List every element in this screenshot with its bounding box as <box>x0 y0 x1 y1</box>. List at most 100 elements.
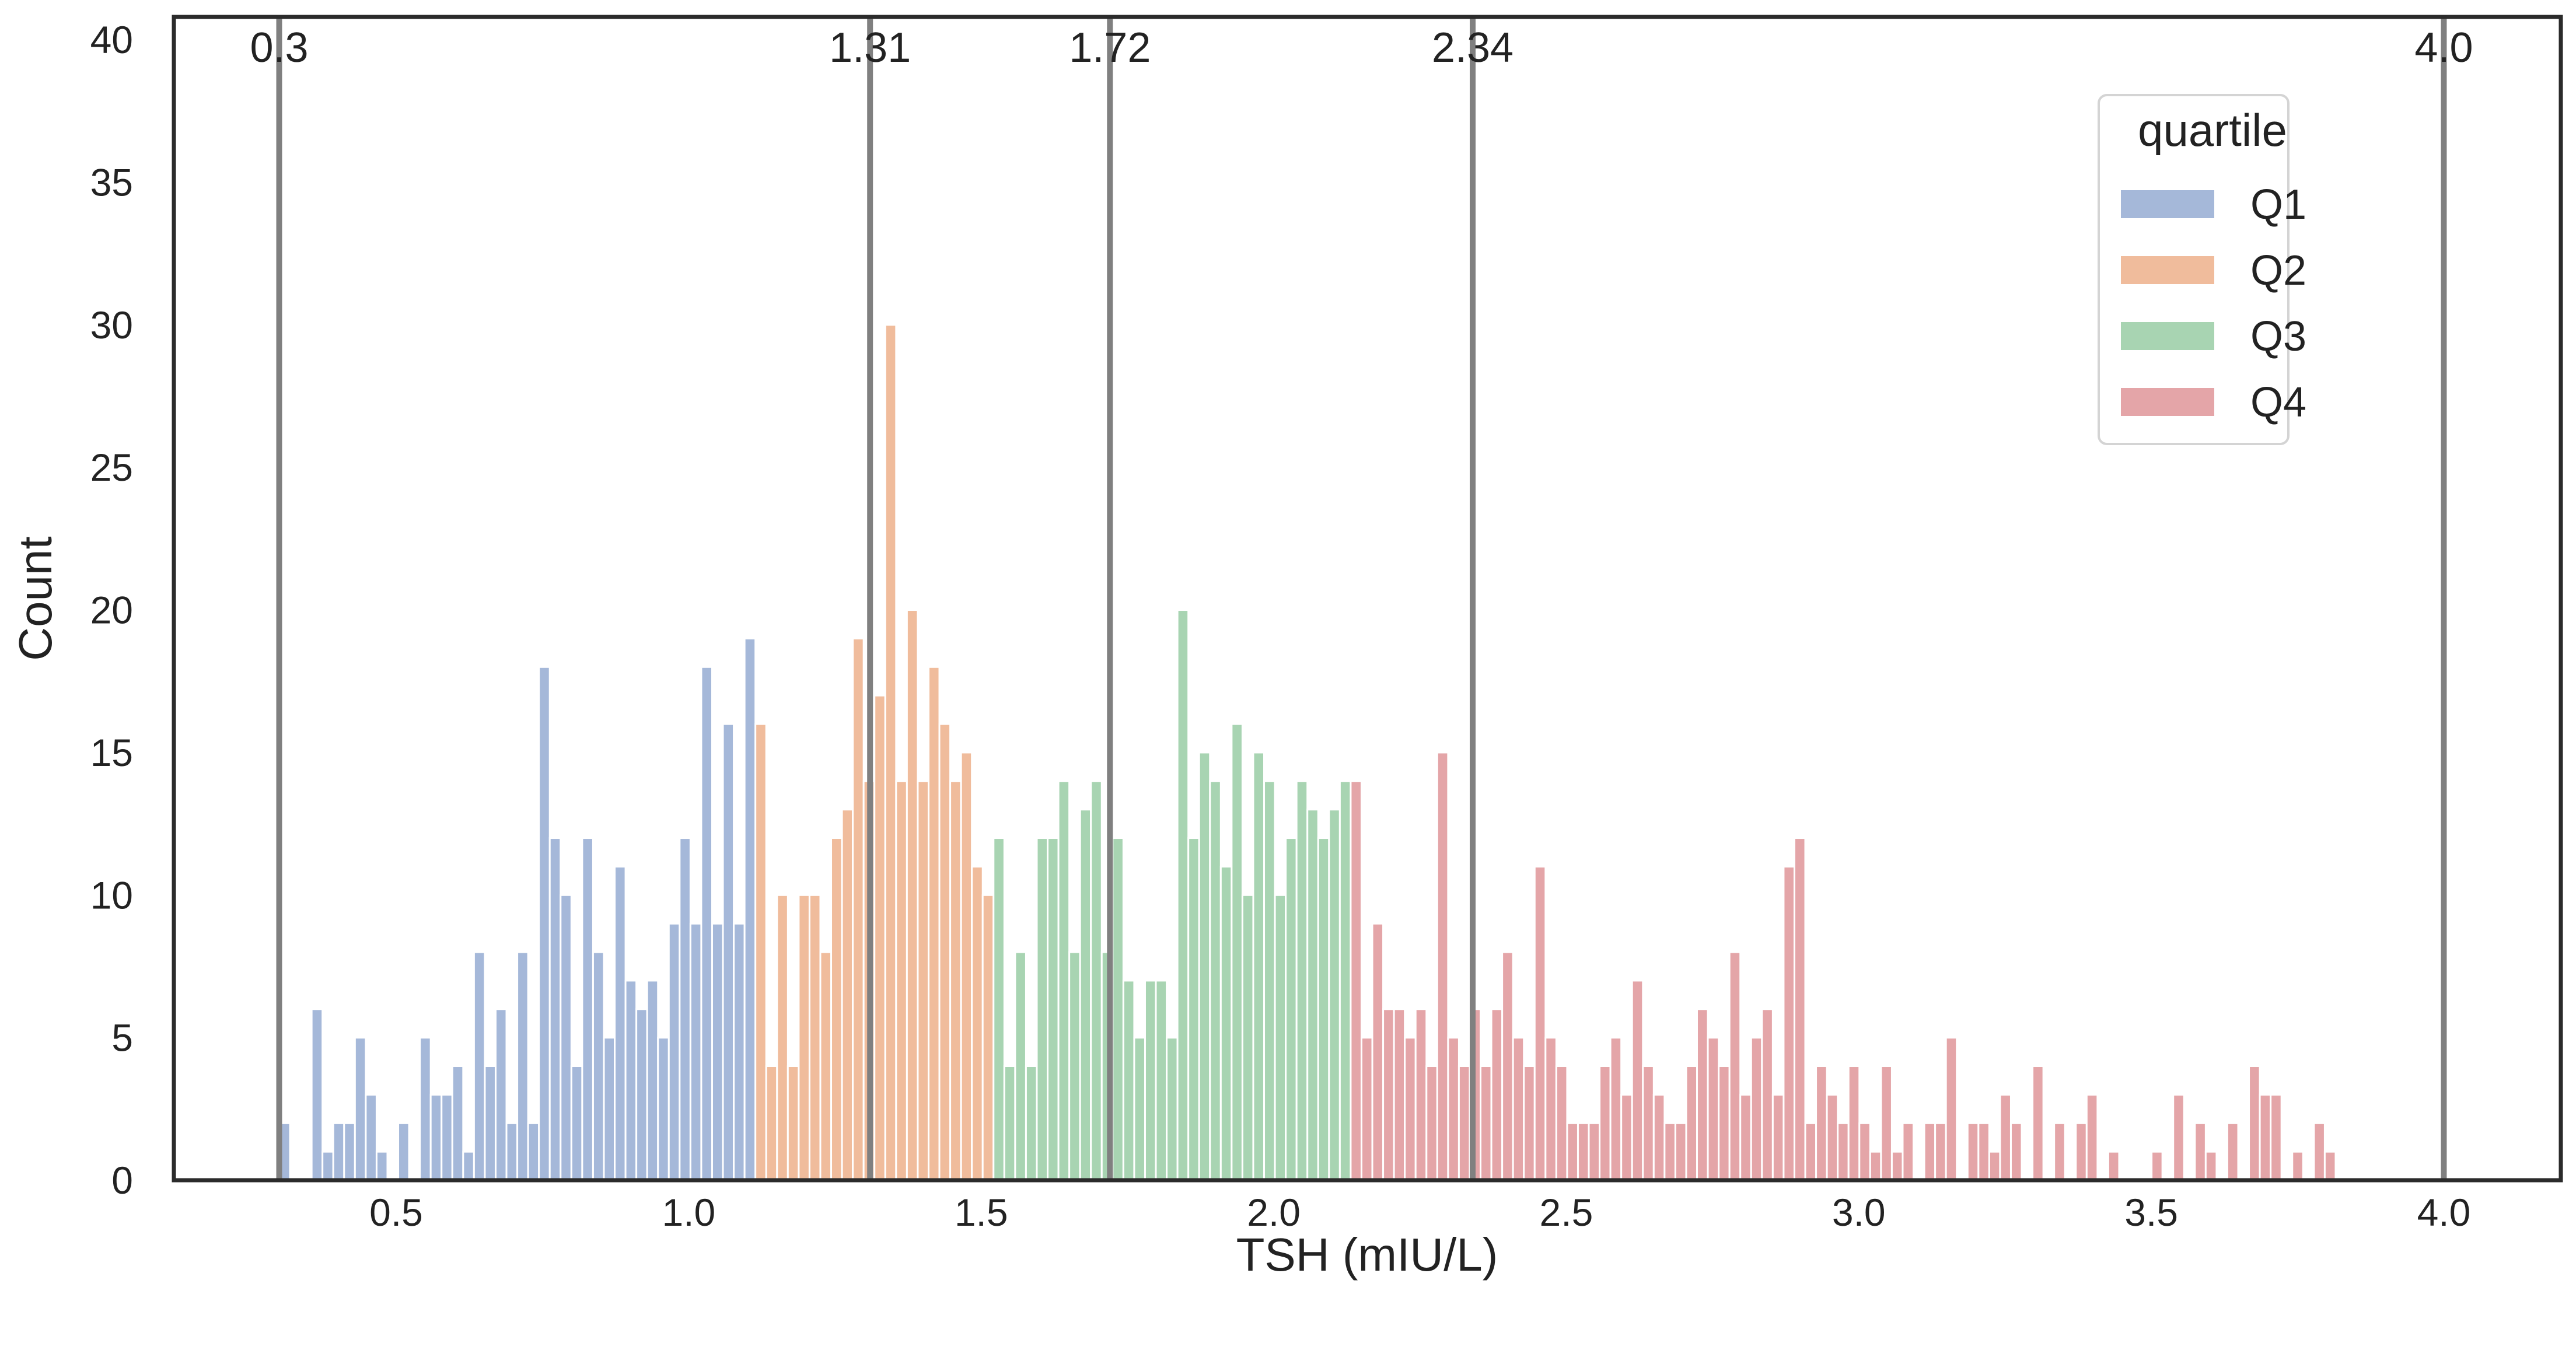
histogram-bar-q1-41 <box>722 723 735 1181</box>
legend-swatch-q2 <box>2121 256 2214 284</box>
histogram-bar-q2-9 <box>852 637 865 1181</box>
histogram-bar-q1-31 <box>614 865 627 1181</box>
histogram-bar-q4-14 <box>1501 951 1514 1181</box>
histogram-bar-q4-59 <box>1988 1150 2001 1181</box>
histogram-bar-q2-8 <box>841 809 854 1181</box>
histogram-bar-q4-68 <box>2085 1093 2099 1181</box>
y-tick-label: 30 <box>90 303 133 347</box>
histogram-bar-q1-25 <box>548 837 562 1181</box>
histogram-bar-q1-24 <box>538 666 551 1181</box>
histogram-bar-q4-2 <box>1371 922 1385 1181</box>
histogram-bar-q4-57 <box>1966 1122 1980 1181</box>
y-tick-label: 20 <box>90 589 133 632</box>
histogram-bar-q4-55 <box>1945 1037 1958 1181</box>
x-tick-label: 3.5 <box>2124 1191 2178 1234</box>
vertical-lines-layer: 0.3 1.31 1.72 2.34 4.0 <box>250 17 2473 1180</box>
histogram-bar-q1-27 <box>570 1065 583 1181</box>
histogram-bar-q3-19 <box>1198 751 1211 1181</box>
histogram-bar-q4-53 <box>1923 1122 1937 1181</box>
histogram-bar-q1-42 <box>733 922 746 1181</box>
histogram-bar-q4-35 <box>1728 951 1742 1181</box>
legend-label-q4: Q4 <box>2250 379 2306 426</box>
histogram-bar-q4-5 <box>1404 1037 1417 1181</box>
histogram-bar-q2-1 <box>765 1065 778 1181</box>
histogram-bar-q2-0 <box>754 723 767 1181</box>
legend: quartile Q1 Q2 Q3 Q4 <box>2098 94 2306 445</box>
histogram-bar-q4-47 <box>1858 1122 1871 1181</box>
histogram-bar-q4-27 <box>1642 1065 1655 1181</box>
x-tick-label: 2.5 <box>1540 1191 1593 1234</box>
histogram-bar-q2-5 <box>808 894 822 1181</box>
histogram-bar-q4-28 <box>1652 1093 1666 1181</box>
histogram-bar-q4-40 <box>1782 865 1795 1181</box>
histogram-bar-q4-46 <box>1847 1065 1861 1181</box>
histogram-bar-q4-30 <box>1674 1122 1687 1181</box>
y-ticks-layer: 0 5 10 15 20 25 30 35 40 <box>90 18 133 1202</box>
histogram-bar-q3-22 <box>1231 723 1243 1181</box>
histogram-bar-q4-42 <box>1804 1122 1817 1181</box>
legend-swatch-q3 <box>2121 322 2214 350</box>
histogram-bar-q1-20 <box>494 1008 508 1181</box>
histogram-bar-q3-23 <box>1241 894 1254 1181</box>
histogram-bar-q1-26 <box>560 894 572 1181</box>
histogram-bar-q2-19 <box>960 751 973 1181</box>
histogram-bar-q2-15 <box>917 780 929 1181</box>
histogram-bar-q4-21 <box>1577 1122 1590 1181</box>
histogram-bar-q4-45 <box>1837 1122 1850 1181</box>
histogram-bar-q3-9 <box>1090 780 1103 1181</box>
histogram-bar-q2-16 <box>927 666 941 1181</box>
histogram-bar-q3-13 <box>1133 1037 1146 1181</box>
histogram-bar-q4-9 <box>1447 1037 1460 1181</box>
histogram-bar-q4-48 <box>1869 1150 1882 1181</box>
histogram-bar-q3-7 <box>1068 951 1081 1181</box>
histogram-bar-q4-67 <box>2075 1122 2088 1181</box>
histogram-bar-q4-37 <box>1750 1037 1763 1181</box>
histogram-bar-q4-43 <box>1815 1065 1828 1181</box>
histogram-bar-q1-40 <box>711 922 724 1181</box>
threshold-label-4: 4.0 <box>2414 25 2473 71</box>
histogram-bar-q3-1 <box>1003 1065 1016 1181</box>
histogram-bar-q4-6 <box>1414 1008 1428 1181</box>
histogram-bar-q4-58 <box>1977 1122 1990 1181</box>
histogram-bar-q3-32 <box>1338 780 1352 1181</box>
y-tick-label: 15 <box>90 731 133 774</box>
histogram-bar-q2-11 <box>873 694 886 1181</box>
histogram-bar-q3-12 <box>1122 980 1135 1181</box>
histogram-bar-q4-17 <box>1533 865 1547 1181</box>
histogram-bar-q4-38 <box>1761 1008 1774 1181</box>
histogram-bar-q2-6 <box>819 951 833 1181</box>
histogram-bar-q1-30 <box>603 1037 616 1181</box>
histogram-bar-q4-60 <box>1999 1093 2012 1181</box>
y-tick-label: 40 <box>90 18 133 61</box>
threshold-label-3: 2.34 <box>1432 25 1514 71</box>
histogram-bar-q1-21 <box>505 1122 519 1181</box>
histogram-bar-q4-10 <box>1457 1065 1471 1181</box>
histogram-bar-q1-3 <box>310 1008 324 1181</box>
histogram-bar-q1-32 <box>624 980 638 1181</box>
histogram-bar-q1-22 <box>516 951 529 1181</box>
histogram-bar-q2-12 <box>884 324 897 1181</box>
histogram-bar-q3-27 <box>1285 837 1298 1181</box>
histogram-bar-q3-20 <box>1209 780 1222 1181</box>
histogram-bar-q4-89 <box>2313 1122 2326 1181</box>
histogram-bar-q3-8 <box>1079 809 1092 1181</box>
histogram-bar-q1-18 <box>473 951 486 1181</box>
histogram-bar-q4-70 <box>2107 1150 2120 1181</box>
histogram-bar-q1-4 <box>321 1150 334 1181</box>
histogram-bar-q1-17 <box>462 1150 475 1181</box>
histogram-bar-q1-6 <box>343 1122 356 1181</box>
histogram-bar-q4-63 <box>2032 1065 2044 1181</box>
x-tick-label: 2.0 <box>1247 1191 1301 1234</box>
legend-title: quartile <box>2138 104 2287 156</box>
histogram-bar-q4-7 <box>1425 1065 1438 1181</box>
histogram-bar-q4-25 <box>1620 1093 1633 1181</box>
bars-layer <box>278 324 2337 1181</box>
histogram-bar-q3-17 <box>1176 609 1190 1181</box>
histogram-bar-q1-15 <box>441 1093 453 1181</box>
histogram-bar-q4-74 <box>2151 1150 2163 1181</box>
histogram-bar-q4-54 <box>1934 1122 1947 1181</box>
histogram-bar-q2-13 <box>895 780 908 1181</box>
histogram-bar-q1-8 <box>365 1093 378 1181</box>
histogram-bar-q4-39 <box>1771 1093 1785 1181</box>
y-tick-label: 10 <box>90 873 133 917</box>
